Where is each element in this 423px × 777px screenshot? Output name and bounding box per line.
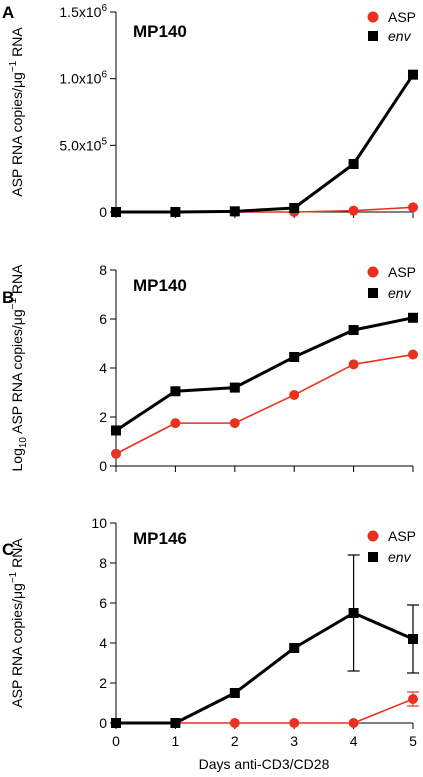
data-point — [229, 688, 240, 698]
legend-label: ASP — [388, 528, 416, 544]
data-point — [289, 718, 300, 728]
panel-letter: A — [2, 3, 14, 22]
y-tick-label: 0 — [99, 204, 107, 220]
y-tick-label: 6 — [99, 311, 107, 327]
data-point — [170, 386, 181, 397]
series-line — [116, 73, 415, 214]
y-axis-label: Log10 ASP RNA copies/μg−1 RNA — [8, 264, 29, 472]
data-point — [348, 359, 359, 370]
data-point — [408, 202, 418, 213]
legend-marker — [368, 552, 378, 562]
legend-marker — [368, 288, 378, 298]
data-point — [289, 643, 300, 653]
y-tick-label: 5.0x105 — [59, 136, 107, 153]
y-tick-label: 0 — [99, 458, 107, 474]
data-point — [348, 205, 359, 216]
data-point — [408, 349, 418, 360]
data-point — [289, 351, 300, 362]
y-axis-label: ASP RNA copies/μg−1 RNA — [8, 538, 25, 708]
y-tick-label: 0 — [99, 715, 107, 731]
y-tick-label: 6 — [99, 595, 107, 611]
series-line — [115, 353, 414, 455]
chart-title: MP146 — [133, 529, 187, 548]
y-tick-label: 2 — [99, 675, 107, 691]
legend-marker — [367, 11, 379, 23]
panel-c: C MP146 0 2 4 6 8 10 0 1 2 3 4 5 Days anti-CD3/CD28 ASP… — [2, 515, 419, 772]
data-point — [111, 425, 121, 436]
panel-letter: B — [2, 288, 14, 307]
series-env — [111, 69, 418, 217]
y-tick-label: 2 — [99, 409, 107, 425]
data-point — [408, 634, 418, 644]
data-point — [289, 389, 300, 400]
legend-marker — [367, 266, 379, 278]
series-env — [111, 554, 419, 728]
y-tick-label: 4 — [99, 360, 107, 376]
y-tick-label: 8 — [99, 555, 107, 571]
data-point — [111, 718, 121, 728]
x-tick-label: 1 — [172, 733, 180, 749]
data-point — [111, 207, 121, 217]
x-tick-label: 2 — [231, 733, 239, 749]
data-point — [170, 718, 181, 728]
legend-label: ASP — [388, 264, 416, 280]
chart-title: MP140 — [133, 276, 187, 295]
data-point — [111, 448, 121, 459]
x-tick-label: 5 — [409, 733, 417, 749]
series-env — [111, 312, 418, 436]
chart-title: MP140 — [133, 22, 187, 41]
series-asp — [111, 349, 418, 459]
legend-label: env — [388, 28, 412, 44]
y-tick-label: 4 — [99, 635, 107, 651]
panel-b: B MP140 0 2 4 6 8 Log10 ASP RNA copies/μg−1 RNA… — [2, 262, 418, 474]
data-point — [408, 69, 418, 80]
x-tick-label: 4 — [350, 733, 358, 749]
y-axis-label: ASP RNA copies/μg−1 RNA — [8, 27, 25, 197]
x-axis-label: Days anti-CD3/CD28 — [199, 756, 330, 772]
data-point — [289, 203, 300, 213]
legend-label: env — [388, 285, 412, 301]
data-point — [348, 159, 359, 169]
data-point — [348, 325, 359, 336]
data-point — [348, 608, 359, 618]
series-line — [115, 316, 414, 432]
data-point — [229, 418, 240, 429]
y-tick-label: 1.0x106 — [59, 70, 107, 87]
legend-marker — [367, 530, 379, 542]
panel-letter: C — [2, 540, 14, 559]
y-tick-label: 8 — [99, 262, 107, 278]
data-point — [170, 418, 181, 429]
data-point — [408, 312, 418, 323]
data-point — [348, 718, 359, 728]
data-point — [170, 207, 181, 217]
legend-marker — [368, 31, 378, 41]
y-tick-label: 10 — [91, 515, 107, 531]
data-point — [229, 718, 240, 728]
data-point — [408, 694, 418, 704]
data-point — [229, 206, 240, 217]
series-line — [116, 611, 414, 725]
data-point — [229, 382, 240, 393]
series-line — [116, 698, 414, 724]
legend-label: ASP — [388, 9, 416, 25]
legend-label: env — [388, 549, 412, 565]
panel-a: A MP140 0 5.0x105 1.0x106 1.5x106 ASP RNA copi… — [2, 3, 418, 220]
x-tick-label: 0 — [112, 733, 120, 749]
x-tick-label: 3 — [290, 733, 298, 749]
y-tick-label: 1.5x106 — [59, 3, 107, 20]
